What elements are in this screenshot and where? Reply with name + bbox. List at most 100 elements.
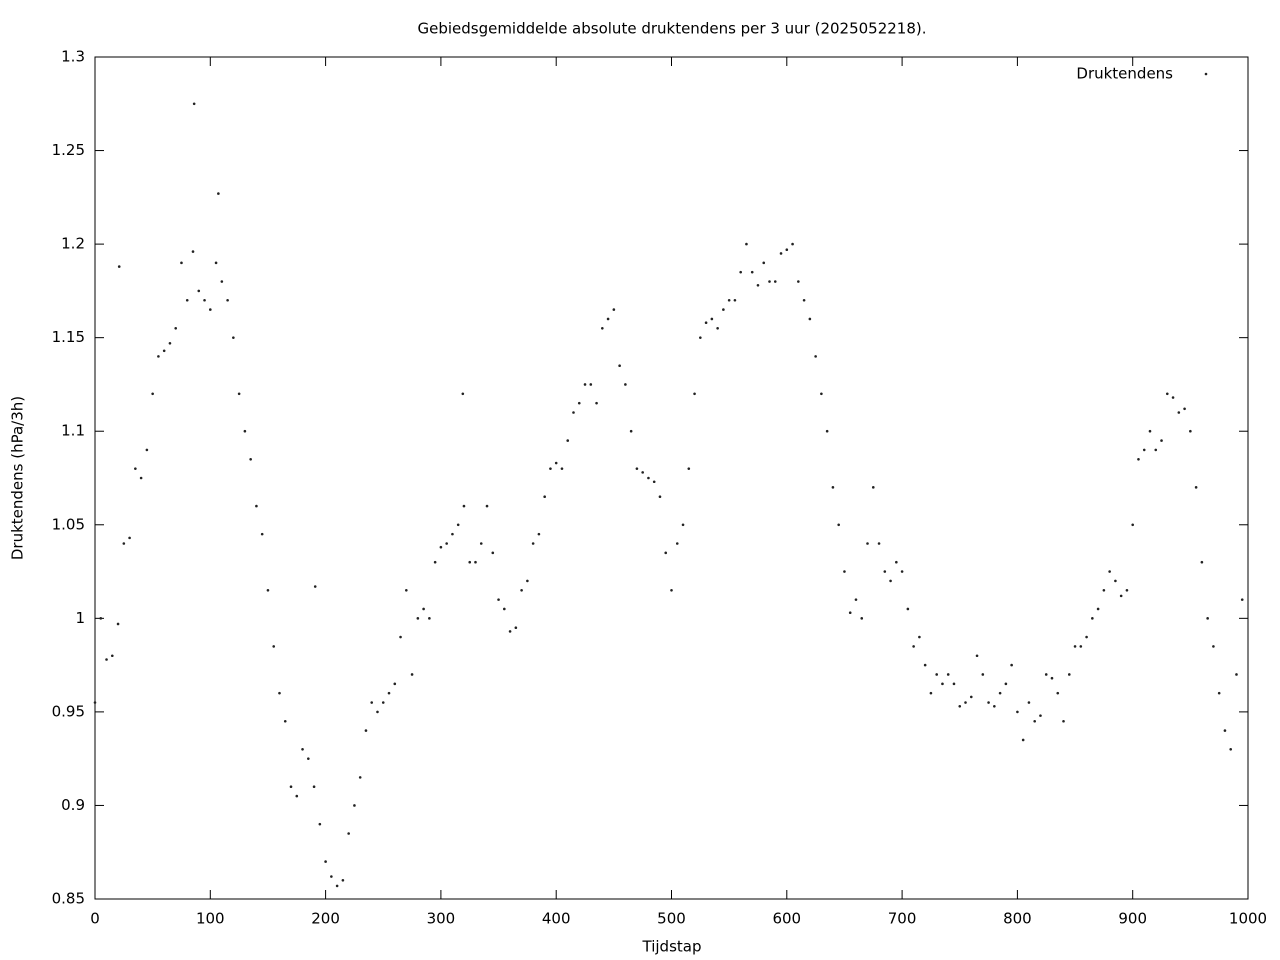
data-point [595, 401, 598, 405]
data-point [1137, 457, 1140, 461]
data-point [364, 729, 368, 732]
data-point [1148, 429, 1152, 433]
data-point [704, 321, 708, 324]
data-point [180, 261, 183, 265]
data-point [1114, 579, 1117, 583]
data-point [260, 532, 264, 536]
data-point [900, 570, 904, 573]
data-point [641, 471, 644, 474]
data-point [946, 673, 950, 676]
data-point [572, 411, 575, 414]
x-tick-label: 400 [542, 910, 571, 928]
data-point [935, 673, 938, 676]
data-point [451, 532, 454, 536]
data-point [929, 691, 933, 695]
data-point [923, 663, 927, 667]
data-point [497, 598, 500, 601]
y-tick-label: 1.1 [61, 422, 85, 440]
data-point [1165, 392, 1169, 396]
data-point [756, 283, 760, 287]
data-point [110, 654, 114, 658]
data-point [1223, 729, 1227, 732]
data-point [203, 298, 206, 302]
y-tick-label: 0.9 [61, 796, 85, 814]
data-point [606, 317, 610, 321]
data-point [266, 588, 270, 592]
data-point [1217, 691, 1221, 695]
data-point [831, 486, 835, 489]
data-point [768, 280, 771, 283]
data-point [283, 719, 287, 723]
data-point [624, 383, 627, 386]
x-tick-label: 1000 [1229, 910, 1267, 928]
data-point [128, 536, 131, 540]
data-point [255, 504, 258, 508]
data-point [791, 242, 794, 246]
x-tick-label: 500 [657, 910, 686, 928]
data-point [618, 364, 621, 368]
data-point [1212, 645, 1215, 648]
data-point [151, 392, 154, 396]
y-axis-label: Druktendens (hPa/3h) [9, 396, 27, 560]
data-point [491, 551, 495, 555]
data-point [474, 560, 477, 564]
data-point [1235, 673, 1238, 676]
data-point [393, 682, 397, 686]
data-point [543, 495, 546, 499]
data-point [289, 785, 293, 789]
data-point [174, 327, 178, 330]
x-tick-label: 800 [1003, 910, 1032, 928]
data-point [779, 252, 783, 255]
data-point [217, 192, 220, 195]
data-point [658, 495, 662, 499]
data-point [485, 504, 489, 508]
data-point [785, 248, 789, 252]
x-tick-label: 900 [1118, 910, 1147, 928]
data-point [1021, 738, 1025, 742]
data-point [612, 308, 616, 311]
data-point [589, 383, 593, 386]
data-point [912, 645, 915, 648]
data-point [99, 617, 103, 620]
data-point [162, 349, 166, 353]
data-point [629, 429, 633, 433]
data-point [1171, 396, 1175, 399]
data-point [445, 542, 448, 545]
data-point [1056, 691, 1060, 695]
data-point [1189, 429, 1192, 433]
data-point [295, 794, 299, 798]
data-point [312, 785, 316, 789]
data-point [1073, 645, 1077, 648]
data-point [1131, 523, 1134, 527]
data-point [122, 542, 126, 545]
data-point [1027, 701, 1031, 704]
data-point [134, 467, 137, 470]
x-tick-label: 0 [90, 910, 100, 928]
data-point [727, 298, 731, 302]
data-point [214, 261, 218, 265]
data-point [1108, 570, 1111, 573]
data-point [324, 860, 327, 863]
data-point [405, 588, 408, 592]
data-point [116, 622, 120, 626]
data-point [461, 392, 465, 396]
data-point [526, 579, 529, 583]
data-point [341, 878, 345, 882]
data-point [739, 270, 742, 274]
data-point [462, 504, 466, 508]
data-point [1119, 594, 1123, 598]
data-point [577, 401, 581, 405]
y-tick-label: 0.95 [52, 702, 85, 720]
data-point [866, 542, 869, 545]
legend-label: Druktendens [1076, 65, 1173, 83]
data-point [433, 560, 437, 564]
data-point [1160, 439, 1163, 442]
data-point [802, 298, 806, 302]
data-point [601, 327, 604, 330]
data-point [797, 280, 800, 283]
y-tick-label: 1.25 [52, 141, 85, 159]
data-point [197, 289, 201, 293]
data-point [243, 429, 247, 433]
data-point [952, 682, 956, 686]
data-point [906, 607, 910, 611]
